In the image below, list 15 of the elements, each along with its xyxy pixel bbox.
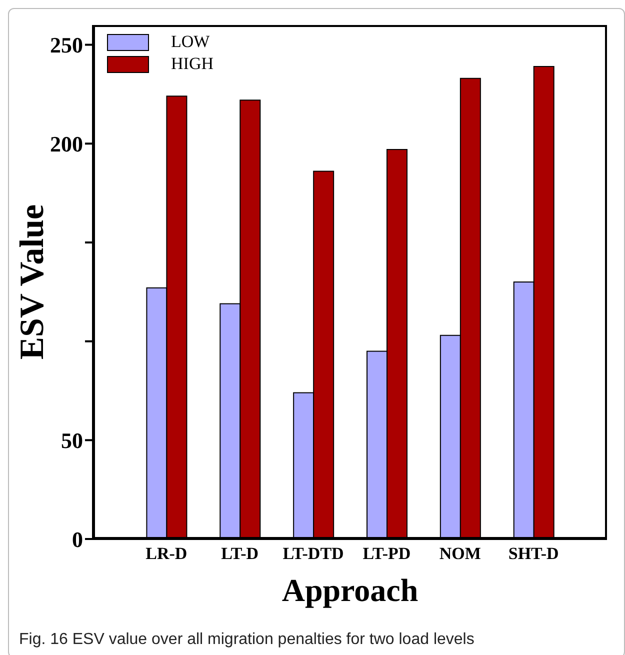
x-tick-label: LT-DTD	[282, 544, 344, 564]
x-axis-title: Approach	[282, 572, 418, 608]
caption: Fig. 16 ESV value over all migration penalties for two load levels	[18, 630, 476, 650]
y-tick-label: 250	[50, 32, 83, 58]
y-tick-label: 0	[72, 526, 83, 552]
legend-label: HIGH	[171, 54, 214, 74]
y-tick-label: 50	[61, 428, 83, 453]
legend-label: LOW	[171, 32, 210, 52]
x-tick-label: LR-D	[146, 544, 188, 564]
x-tick-label: SHT-D	[508, 544, 559, 564]
x-tick-label: NOM	[439, 544, 481, 564]
x-tick-label: LT-D	[221, 544, 259, 564]
x-tick-label: LT-PD	[362, 544, 411, 564]
y-axis-title: ESV Value	[14, 204, 52, 360]
y-tick-label: 200	[50, 131, 83, 156]
